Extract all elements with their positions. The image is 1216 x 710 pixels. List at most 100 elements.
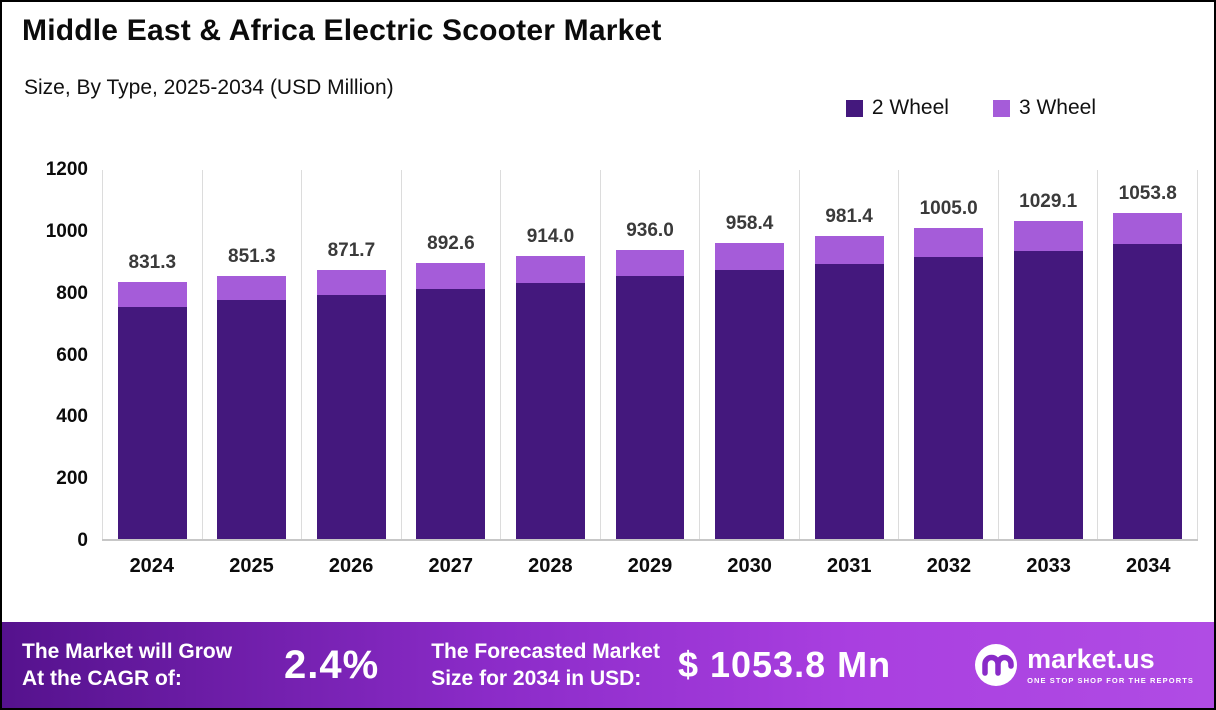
y-tick-label: 800 [56, 282, 88, 304]
brand-tagline: ONE STOP SHOP FOR THE REPORTS [1027, 675, 1194, 685]
bar-total-label: 981.4 [825, 205, 873, 227]
bar-stack [316, 269, 386, 539]
bar-total-label: 851.3 [228, 245, 276, 267]
x-tick-label: 2033 [1026, 555, 1071, 577]
bar-total-label: 1029.1 [1019, 190, 1078, 212]
bar-stack [1113, 213, 1183, 539]
forecast-label: The Forecasted Market Size for 2034 in U… [431, 638, 660, 693]
bar-column-2034: 1053.8 [1097, 170, 1199, 539]
bar-segment-3-wheel [1113, 213, 1183, 244]
bar-segment-2-wheel [1013, 250, 1083, 539]
bar-stack [1013, 220, 1083, 539]
plot-area: 831.3 851.3 871.7 892.6 914.0 936.0 958.4 981.4… [102, 170, 1199, 578]
x-tick-label: 2025 [229, 555, 274, 577]
bars-region: 831.3 851.3 871.7 892.6 914.0 936.0 958.4 981.4… [102, 170, 1199, 541]
y-tick-label: 1000 [45, 220, 88, 242]
bar-total-label: 958.4 [725, 212, 774, 234]
bar-column-2025: 851.3 [201, 170, 302, 539]
bar-column-2028: 914.0 [500, 170, 600, 539]
bar-total-label: 1005.0 [919, 198, 978, 220]
chart-legend: 2 Wheel 3 Wheel [845, 96, 1096, 120]
bar-column-2029: 936.0 [599, 170, 700, 539]
bar-column-2027: 892.6 [400, 170, 501, 539]
legend-item: 3 Wheel [992, 96, 1096, 120]
bar-segment-3-wheel [217, 275, 287, 301]
x-axis: 2024 2025 2026 2027 2028 2029 2030 2031 2032 2033… [102, 555, 1198, 578]
x-tick-label: 2028 [528, 555, 573, 577]
bar-stack [217, 275, 287, 539]
bar-column-2033: 1029.1 [997, 170, 1098, 539]
legend-swatch [845, 99, 863, 117]
bar-segment-2-wheel [715, 270, 785, 539]
y-tick-label: 400 [56, 406, 88, 428]
bar-stack [515, 256, 585, 539]
bar-segment-2-wheel [1113, 243, 1183, 539]
page-title: Middle East & Africa Electric Scooter Ma… [22, 14, 662, 47]
market-us-icon [974, 643, 1018, 687]
stats-banner: The Market will Grow At the CAGR of: 2.4… [2, 622, 1214, 708]
x-tick-label: 2032 [926, 555, 972, 577]
legend-swatch [992, 99, 1010, 117]
bar-segment-2-wheel [914, 257, 984, 539]
bar-segment-2-wheel [814, 263, 884, 539]
legend-label: 2 Wheel [871, 96, 949, 119]
x-tick-label: 2031 [827, 555, 872, 577]
cagr-value: 2.4% [284, 642, 380, 687]
bar-segment-2-wheel [217, 300, 287, 539]
bar-stack [615, 249, 685, 539]
cagr-label: The Market will Grow At the CAGR of: [22, 638, 232, 693]
bar-column-2031: 981.4 [798, 170, 899, 539]
y-axis: 0 200 400 600 800 1000 1200 [18, 159, 102, 551]
bar-segment-3-wheel [416, 263, 486, 289]
bar-total-label: 914.0 [526, 226, 575, 248]
bar-segment-3-wheel [515, 256, 585, 283]
bar-segment-3-wheel [615, 249, 685, 277]
bar-segment-3-wheel [316, 269, 386, 295]
x-tick-label: 2024 [129, 555, 175, 577]
bar-stack [914, 228, 984, 539]
bar-segment-3-wheel [1013, 220, 1083, 251]
bar-total-label: 871.7 [327, 239, 376, 261]
bar-total-label: 936.0 [626, 219, 674, 241]
bar-stack [814, 235, 884, 539]
bar-segment-2-wheel [316, 294, 386, 539]
chart-subtitle: Size, By Type, 2025-2034 (USD Million) [24, 76, 394, 99]
forecast-label-line1: The Forecasted Market [431, 639, 660, 663]
bar-column-2032: 1005.0 [898, 170, 998, 539]
bar-column-2024: 831.3 [102, 170, 202, 539]
y-tick-label: 0 [77, 530, 88, 551]
bar-stack [715, 242, 785, 539]
x-tick-label: 2027 [428, 555, 473, 577]
y-tick-label: 200 [56, 468, 88, 490]
forecast-value: $ 1053.8 Mn [677, 644, 892, 685]
legend-label: 3 Wheel [1018, 96, 1096, 119]
bar-segment-2-wheel [416, 288, 486, 539]
bar-segment-3-wheel [117, 282, 187, 308]
bar-total-label: 831.3 [128, 252, 177, 273]
legend-item: 2 Wheel [845, 96, 949, 120]
bar-total-label: 1053.8 [1118, 183, 1177, 205]
brand-logo: market.us ONE STOP SHOP FOR THE REPORTS [974, 643, 1194, 687]
bar-segment-2-wheel [615, 276, 685, 539]
bar-column-2026: 871.7 [301, 170, 401, 539]
bar-segment-3-wheel [914, 228, 984, 258]
bar-chart: 0 200 400 600 800 1000 1200 831.3 851.3 871.7 892… [18, 159, 1199, 578]
y-tick-label: 600 [56, 344, 88, 366]
bar-stack [416, 263, 486, 539]
brand-name: market.us [1027, 643, 1155, 674]
x-tick-label: 2030 [727, 555, 772, 577]
x-tick-label: 2029 [627, 555, 673, 577]
bar-total-label: 892.6 [427, 233, 475, 255]
bar-segment-3-wheel [715, 242, 785, 271]
bar-column-2030: 958.4 [699, 170, 799, 539]
bar-stack [117, 282, 187, 539]
bar-segment-3-wheel [814, 235, 884, 264]
x-tick-label: 2034 [1125, 555, 1171, 577]
brand-text: market.us ONE STOP SHOP FOR THE REPORTS [1027, 643, 1194, 685]
y-tick-label: 1200 [45, 159, 88, 180]
x-tick-label: 2026 [328, 555, 374, 577]
forecast-label-line2: Size for 2034 in USD: [431, 667, 642, 690]
cagr-label-line2: At the CAGR of: [22, 667, 182, 690]
bar-segment-2-wheel [515, 282, 585, 539]
